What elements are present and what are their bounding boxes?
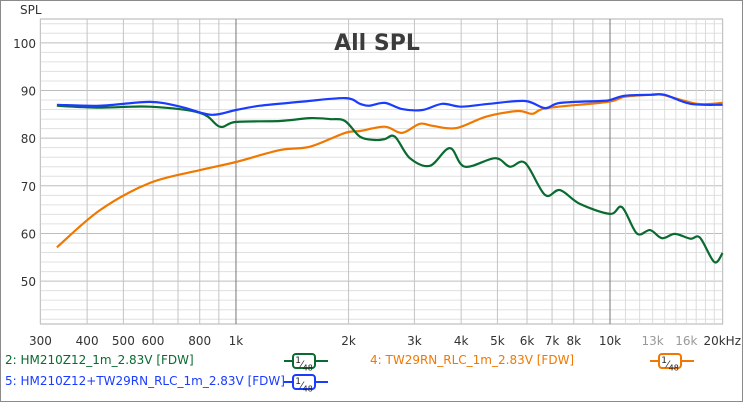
x-tick-label: 600 — [142, 334, 165, 348]
x-tick-label: 4k — [454, 334, 469, 348]
series-line-1 — [56, 104, 724, 264]
x-tick-label: 6k — [520, 334, 535, 348]
smoothing-badge[interactable]: 1⁄48 — [292, 374, 316, 393]
smoothing-badge[interactable]: 1⁄48 — [292, 353, 316, 372]
x-tick-label: 8k — [566, 334, 581, 348]
x-tick-label: 16k — [675, 334, 697, 348]
y-tick-label: 60 — [21, 227, 36, 241]
smoothing-badge[interactable]: 1⁄48 — [658, 353, 682, 372]
x-tick-label: 800 — [188, 334, 211, 348]
x-tick-label: 13k — [642, 334, 664, 348]
y-axis-label: SPL — [20, 3, 42, 17]
legend-label: 2: HM210Z12_1m_2.83V [FDW] — [5, 353, 194, 367]
y-tick-label: 90 — [21, 84, 36, 98]
x-tick-label: 500 — [112, 334, 135, 348]
x-tick-label: 400 — [76, 334, 99, 348]
x-tick-label: 10k — [599, 334, 621, 348]
plot-area — [39, 18, 724, 325]
y-tick-label: 100 — [13, 37, 36, 51]
legend-label: 5: HM210Z12+TW29RN_RLC_1m_2.83V [FDW] — [5, 374, 285, 388]
x-tick-label: 20kHz — [703, 334, 741, 348]
x-tick-label: 1k — [229, 334, 244, 348]
y-tick-label: 50 — [21, 275, 36, 289]
y-tick-label: 80 — [21, 132, 36, 146]
series-line-3 — [56, 92, 723, 116]
x-tick-label: 3k — [407, 334, 422, 348]
x-tick-label: 2k — [341, 334, 356, 348]
x-tick-label: 300 — [29, 334, 52, 348]
y-tick-label: 70 — [21, 180, 36, 194]
legend-label: 4: TW29RN_RLC_1m_2.83V [FDW] — [370, 353, 575, 367]
x-tick-label: 5k — [490, 334, 505, 348]
chart-title: All SPL — [334, 31, 420, 56]
x-tick-label: 7k — [545, 334, 560, 348]
